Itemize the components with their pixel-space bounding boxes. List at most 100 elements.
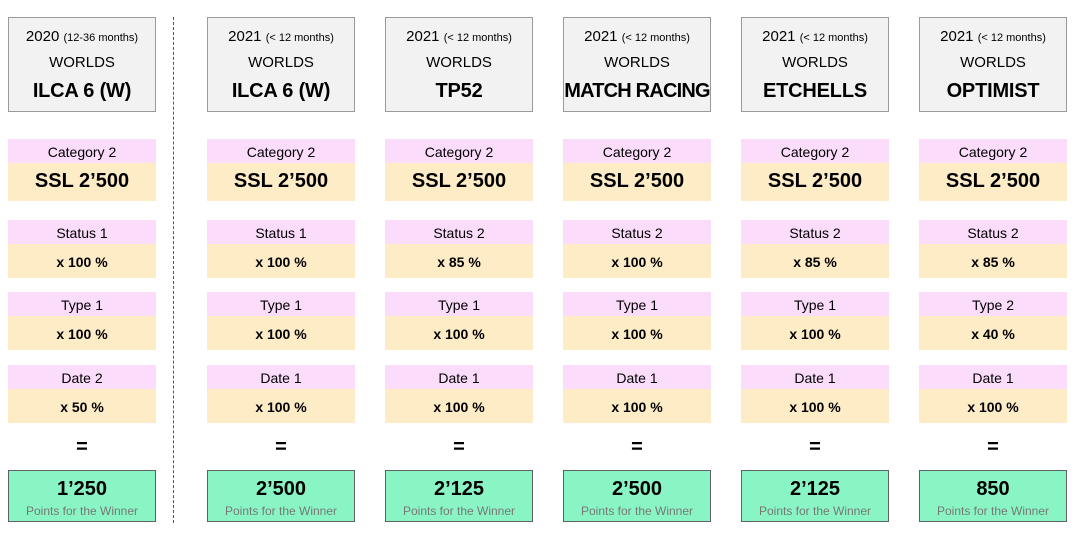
points-result: 1’250 Points for the Winner [8, 470, 156, 522]
status-block: Status 2 x 85 % [919, 220, 1067, 278]
status-block: Status 2 x 100 % [563, 220, 711, 278]
type-value: x 40 % [919, 316, 1067, 350]
status-value: x 100 % [207, 244, 355, 278]
date-value: x 50 % [8, 389, 156, 423]
event-type: WORLDS [604, 54, 670, 71]
status-value: x 85 % [741, 244, 889, 278]
category-value: SSL 2’500 [919, 163, 1067, 201]
event-year: 2020 [25, 28, 60, 45]
event-year-line: 2021 (< 12 months) [208, 28, 354, 45]
date-block: Date 1 x 100 % [563, 365, 711, 423]
category-value: SSL 2’500 [385, 163, 533, 201]
category-label: Category 2 [385, 139, 533, 163]
event-year-line: 2021 (< 12 months) [742, 28, 888, 45]
type-block: Type 1 x 100 % [207, 292, 355, 350]
event-year-line: 2021 (< 12 months) [920, 28, 1066, 45]
category-value: SSL 2’500 [563, 163, 711, 201]
category-block: Category 2 SSL 2’500 [741, 139, 889, 201]
category-block: Category 2 SSL 2’500 [563, 139, 711, 201]
event-class: ILCA 6 (W) [32, 80, 132, 102]
event-header: 2021 (< 12 months) WORLDS ILCA 6 (W) [207, 17, 355, 112]
event-column: 2021 (< 12 months) WORLDS TP52 Category … [385, 17, 533, 522]
event-column: 2021 (< 12 months) WORLDS MATCH RACING C… [563, 17, 711, 522]
type-label: Type 1 [385, 292, 533, 316]
date-label: Date 2 [8, 365, 156, 389]
event-class: TP52 [435, 80, 483, 102]
event-type: WORLDS [782, 54, 848, 71]
event-column: 2021 (< 12 months) WORLDS ILCA 6 (W) Cat… [207, 17, 355, 522]
type-label: Type 2 [919, 292, 1067, 316]
category-value: SSL 2’500 [741, 163, 889, 201]
points-value: 2’125 [789, 478, 841, 500]
status-value: x 85 % [385, 244, 533, 278]
status-label: Status 2 [385, 220, 533, 244]
points-result: 2’500 Points for the Winner [563, 470, 711, 522]
points-caption: Points for the Winner [402, 504, 516, 518]
type-block: Type 1 x 100 % [8, 292, 156, 350]
event-class: MATCH RACING [564, 80, 710, 102]
points-value: 2’500 [255, 478, 307, 500]
status-block: Status 2 x 85 % [385, 220, 533, 278]
event-window: (< 12 months) [977, 32, 1046, 44]
category-label: Category 2 [207, 139, 355, 163]
event-window: (< 12 months) [265, 32, 334, 44]
equals-sign: = [76, 436, 88, 458]
event-year: 2021 [584, 28, 618, 45]
event-column: 2021 (< 12 months) WORLDS OPTIMIST Categ… [919, 17, 1067, 522]
event-year-line: 2020 (12-36 months) [9, 28, 155, 45]
event-column: 2021 (< 12 months) WORLDS ETCHELLS Categ… [741, 17, 889, 522]
type-label: Type 1 [563, 292, 711, 316]
category-block: Category 2 SSL 2’500 [385, 139, 533, 201]
event-type: WORLDS [426, 54, 492, 71]
category-value: SSL 2’500 [207, 163, 355, 201]
event-year: 2021 [406, 28, 440, 45]
date-block: Date 1 x 100 % [207, 365, 355, 423]
type-value: x 100 % [207, 316, 355, 350]
status-block: Status 2 x 85 % [741, 220, 889, 278]
points-caption: Points for the Winner [224, 504, 338, 518]
event-type: WORLDS [248, 54, 314, 71]
date-block: Date 2 x 50 % [8, 365, 156, 423]
type-block: Type 1 x 100 % [741, 292, 889, 350]
category-label: Category 2 [563, 139, 711, 163]
type-block: Type 2 x 40 % [919, 292, 1067, 350]
status-label: Status 1 [207, 220, 355, 244]
points-result: 2’125 Points for the Winner [741, 470, 889, 522]
event-window: (12-36 months) [63, 32, 139, 44]
type-block: Type 1 x 100 % [563, 292, 711, 350]
points-caption: Points for the Winner [580, 504, 694, 518]
points-caption: Points for the Winner [758, 504, 872, 518]
event-class: ILCA 6 (W) [231, 80, 331, 102]
points-result: 850 Points for the Winner [919, 470, 1067, 522]
category-value: SSL 2’500 [8, 163, 156, 201]
points-value: 2’500 [611, 478, 663, 500]
date-value: x 100 % [207, 389, 355, 423]
status-label: Status 2 [919, 220, 1067, 244]
date-label: Date 1 [385, 365, 533, 389]
points-caption: Points for the Winner [936, 504, 1050, 518]
type-value: x 100 % [8, 316, 156, 350]
event-year: 2021 [228, 28, 262, 45]
category-block: Category 2 SSL 2’500 [207, 139, 355, 201]
event-type: WORLDS [960, 54, 1026, 71]
status-label: Status 2 [741, 220, 889, 244]
type-block: Type 1 x 100 % [385, 292, 533, 350]
event-header: 2021 (< 12 months) WORLDS TP52 [385, 17, 533, 112]
date-value: x 100 % [741, 389, 889, 423]
category-block: Category 2 SSL 2’500 [8, 139, 156, 201]
event-type: WORLDS [49, 54, 115, 71]
equals-sign: = [453, 436, 465, 458]
status-value: x 100 % [563, 244, 711, 278]
equals-sign: = [631, 436, 643, 458]
event-header: 2021 (< 12 months) WORLDS ETCHELLS [741, 17, 889, 112]
event-year-line: 2021 (< 12 months) [386, 28, 532, 45]
event-year: 2021 [940, 28, 974, 45]
date-block: Date 1 x 100 % [919, 365, 1067, 423]
date-block: Date 1 x 100 % [385, 365, 533, 423]
type-label: Type 1 [741, 292, 889, 316]
event-column: 2020 (12-36 months) WORLDS ILCA 6 (W) Ca… [8, 17, 156, 522]
type-label: Type 1 [8, 292, 156, 316]
status-value: x 85 % [919, 244, 1067, 278]
date-value: x 100 % [385, 389, 533, 423]
event-class: OPTIMIST [946, 80, 1040, 102]
